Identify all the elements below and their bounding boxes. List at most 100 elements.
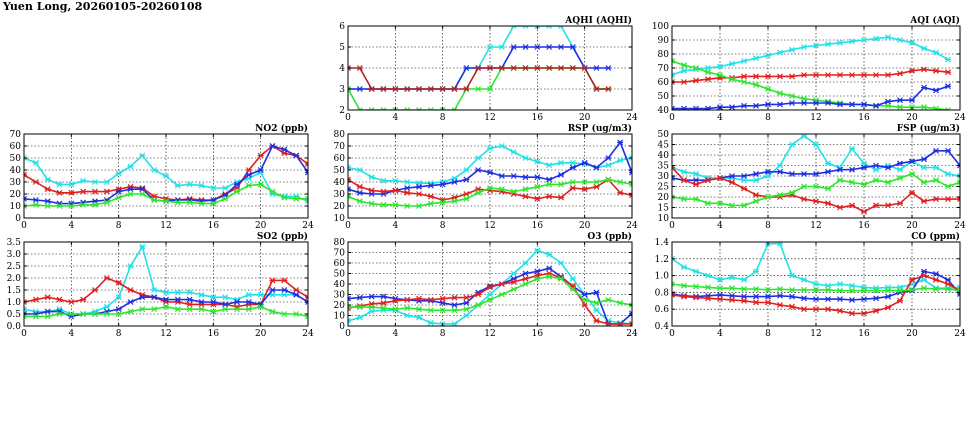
data-point	[68, 181, 75, 188]
x-tick-label: 24	[626, 221, 638, 231]
data-point	[257, 181, 264, 188]
data-point	[348, 164, 351, 171]
marker-stroke	[957, 164, 960, 169]
marker-stroke	[957, 162, 960, 167]
data-point	[813, 141, 819, 148]
y-tick-label: 1.5	[7, 286, 22, 296]
x-tick-label: 24	[302, 329, 314, 339]
data-point	[789, 46, 795, 53]
marker-stroke	[305, 296, 308, 301]
data-point	[174, 182, 181, 189]
y-tick-label: 0	[15, 214, 21, 224]
data-point	[293, 287, 300, 293]
data-point	[234, 188, 240, 195]
data-point	[705, 105, 711, 110]
data-point	[522, 44, 529, 50]
data-point	[534, 247, 541, 254]
data-point	[546, 265, 553, 272]
marker-stroke	[305, 299, 308, 303]
data-point	[581, 179, 588, 185]
data-point	[558, 65, 564, 71]
data-point	[801, 72, 807, 78]
data-point	[801, 276, 807, 283]
marker-stroke	[24, 301, 27, 305]
data-point	[139, 152, 146, 159]
data-point	[103, 188, 110, 195]
marker-stroke	[348, 317, 351, 322]
data-point	[885, 102, 891, 109]
data-point	[681, 196, 687, 203]
data-point	[356, 107, 363, 110]
x-tick-label: 24	[626, 113, 638, 123]
data-point	[837, 307, 843, 314]
marker-stroke	[629, 181, 632, 186]
data-point	[825, 296, 831, 303]
data-point	[348, 186, 351, 193]
data-point	[427, 200, 434, 207]
data-point	[705, 177, 711, 184]
marker-stroke	[394, 107, 399, 110]
data-point	[522, 26, 529, 29]
data-point	[475, 189, 482, 196]
data-point	[404, 189, 411, 196]
data-point	[68, 311, 75, 317]
data-point	[789, 170, 795, 177]
data-point	[522, 260, 529, 266]
data-point	[705, 284, 711, 291]
data-point	[753, 286, 759, 292]
data-point	[885, 72, 891, 78]
data-point	[672, 281, 675, 287]
data-point	[933, 164, 939, 171]
y-tick-label: 80	[334, 130, 346, 140]
y-tick-label: 30	[658, 172, 670, 182]
data-point	[813, 100, 819, 106]
data-point	[510, 65, 517, 71]
data-point	[897, 297, 903, 304]
x-tick-label: 8	[116, 329, 122, 339]
data-point	[741, 276, 747, 283]
data-point	[617, 179, 624, 185]
data-point	[681, 264, 687, 271]
data-point	[945, 276, 951, 283]
data-point	[487, 86, 493, 92]
data-point	[24, 195, 27, 202]
marker-stroke	[24, 195, 27, 200]
marker-stroke	[957, 284, 960, 289]
data-point	[717, 296, 723, 303]
data-point	[416, 203, 422, 209]
data-point	[127, 186, 134, 193]
data-point	[921, 84, 927, 91]
data-point	[581, 65, 588, 71]
data-point	[777, 302, 783, 308]
marker-stroke	[957, 198, 960, 203]
data-point	[921, 285, 927, 292]
data-point	[813, 183, 819, 190]
data-point	[897, 175, 903, 182]
x-tick-label: 16	[532, 113, 544, 123]
data-point	[813, 281, 819, 287]
data-point	[909, 158, 915, 165]
marker-stroke	[629, 169, 632, 174]
series-line-darkred	[348, 67, 609, 90]
data-point	[605, 65, 612, 71]
data-point	[475, 302, 482, 308]
x-tick-label: 8	[440, 113, 446, 123]
data-point	[439, 107, 446, 110]
data-point	[404, 296, 411, 303]
data-point	[115, 294, 122, 301]
marker-stroke	[24, 171, 27, 176]
data-point	[522, 193, 529, 200]
x-tick-label: 16	[858, 113, 870, 123]
data-point	[741, 177, 747, 184]
data-point	[451, 294, 458, 301]
data-point	[257, 303, 264, 310]
data-point	[487, 65, 493, 71]
x-tick-label: 4	[392, 329, 398, 339]
y-tick-label: 6	[339, 22, 345, 32]
x-tick-label: 8	[440, 221, 446, 231]
x-tick-label: 20	[906, 329, 918, 339]
data-point	[245, 291, 252, 298]
y-tick-label: 3	[339, 85, 345, 95]
data-point	[44, 313, 51, 320]
data-point	[380, 107, 387, 110]
